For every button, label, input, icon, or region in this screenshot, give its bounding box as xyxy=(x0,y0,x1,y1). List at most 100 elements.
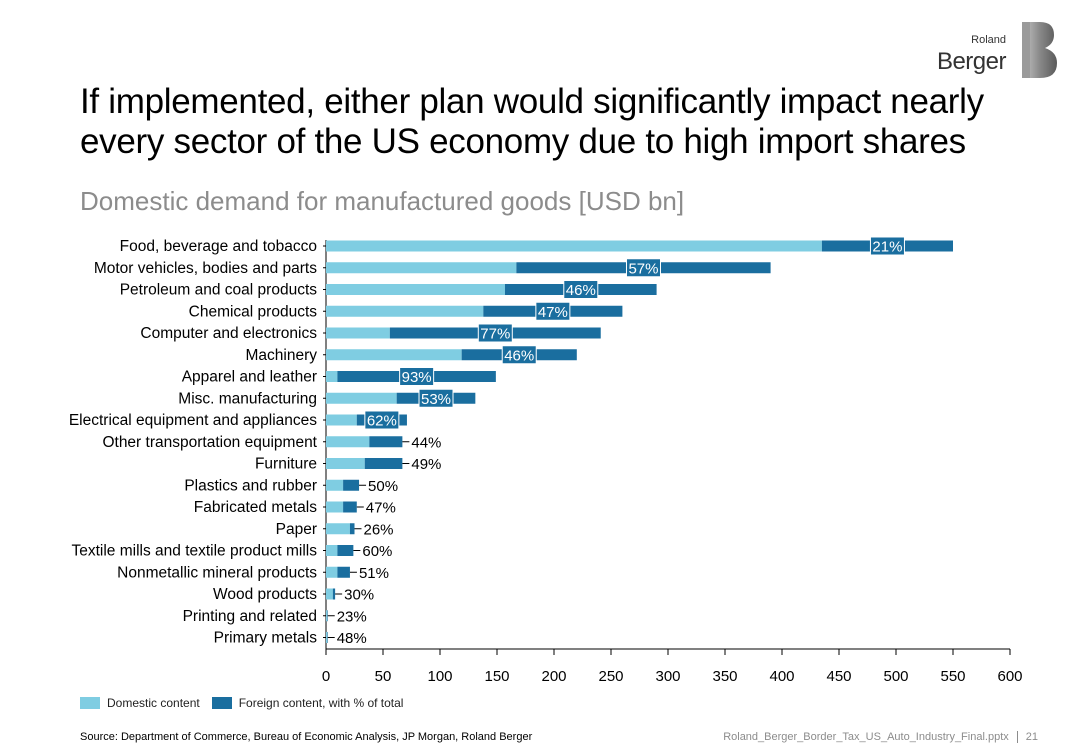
x-tick-label: 550 xyxy=(940,668,965,685)
bar-domestic xyxy=(326,262,517,274)
logo-text-small: Roland xyxy=(971,34,1006,46)
category-label: Plastics and rubber xyxy=(184,477,317,494)
category-label: Wood products xyxy=(213,586,317,603)
share-label: 21% xyxy=(872,239,902,256)
category-label: Motor vehicles, bodies and parts xyxy=(94,260,317,277)
legend-item-foreign: Foreign content, with % of total xyxy=(211,696,404,710)
bar-foreign xyxy=(343,479,360,491)
legend-item-domestic: Domestic content xyxy=(80,696,200,710)
share-label: 77% xyxy=(480,326,510,343)
share-label: 60% xyxy=(362,543,392,560)
category-label: Furniture xyxy=(255,456,317,473)
x-tick-label: 400 xyxy=(769,668,794,685)
share-label: 49% xyxy=(411,456,441,473)
page-number: 21 xyxy=(1025,731,1038,743)
share-label: 30% xyxy=(344,587,374,604)
x-tick-label: 450 xyxy=(826,668,851,685)
share-label: 26% xyxy=(364,521,394,538)
category-label: Food, beverage and tobacco xyxy=(120,238,317,255)
x-tick-label: 600 xyxy=(997,668,1022,685)
share-label: 47% xyxy=(366,500,396,517)
chart-title: Domestic demand for manufactured goods [… xyxy=(80,186,685,216)
roland-berger-logo: Roland Berger xyxy=(937,18,1058,78)
page-title: If implemented, either plan would signif… xyxy=(80,82,984,162)
logo-text-big: Berger xyxy=(936,48,1007,75)
category-label: Misc. manufacturing xyxy=(178,390,317,407)
x-tick-label: 100 xyxy=(427,668,452,685)
bar-domestic xyxy=(326,305,484,317)
share-label-box xyxy=(501,345,537,365)
share-label: 46% xyxy=(566,282,596,299)
logo-b-icon xyxy=(1022,22,1057,78)
bar-foreign xyxy=(349,523,355,535)
share-label-box xyxy=(535,301,571,321)
legend-swatch-foreign xyxy=(211,697,232,709)
legend-label-domestic: Domestic content xyxy=(107,696,200,710)
bar-domestic xyxy=(326,523,350,535)
share-label-box xyxy=(869,236,905,256)
x-tick-label: 0 xyxy=(322,668,330,685)
category-label: Printing and related xyxy=(183,608,317,625)
x-tick-label: 150 xyxy=(484,668,509,685)
bar-domestic xyxy=(326,501,344,513)
share-label-box xyxy=(625,258,661,278)
share-label-box xyxy=(563,280,599,299)
legend-label-foreign: Foreign content, with % of total xyxy=(238,696,404,710)
x-tick-label: 200 xyxy=(541,668,566,685)
share-label: 50% xyxy=(368,478,398,495)
bar-foreign xyxy=(327,610,328,622)
category-label: Petroleum and coal products xyxy=(120,282,318,299)
share-label: 46% xyxy=(504,347,534,364)
bar-foreign xyxy=(369,436,403,448)
bar-foreign xyxy=(327,632,328,643)
share-label-box xyxy=(477,323,513,343)
share-label: 62% xyxy=(367,413,397,430)
bar-domestic xyxy=(326,414,357,426)
share-label: 48% xyxy=(337,630,367,647)
bar-domestic xyxy=(326,632,328,643)
x-tick-label: 350 xyxy=(712,668,737,685)
bar-domestic xyxy=(326,566,338,578)
bar-domestic xyxy=(326,371,338,382)
category-label: Nonmetallic mineral products xyxy=(117,564,317,581)
file-name: Roland_Berger_Border_Tax_US_Auto_Industr… xyxy=(723,731,1009,743)
bar-foreign xyxy=(332,588,336,600)
x-tick-label: 50 xyxy=(375,668,392,685)
bar-foreign xyxy=(337,545,354,556)
category-label: Fabricated metals xyxy=(194,499,317,516)
bar-foreign xyxy=(337,566,350,578)
share-label-box xyxy=(364,410,400,430)
share-label: 47% xyxy=(538,304,568,321)
category-label: Textile mills and textile product mills xyxy=(71,543,317,560)
legend: Domestic content Foreign content, with %… xyxy=(80,696,415,710)
share-label: 44% xyxy=(411,434,441,451)
share-label-box xyxy=(399,367,435,386)
bar-domestic xyxy=(326,240,822,252)
bar-foreign xyxy=(343,501,357,513)
category-label: Primary metals xyxy=(214,630,318,647)
legend-swatch-domestic xyxy=(80,697,100,709)
bar-domestic xyxy=(326,349,462,361)
category-label: Computer and electronics xyxy=(140,325,317,342)
x-tick-label: 500 xyxy=(883,668,908,685)
bar-domestic xyxy=(326,479,344,491)
category-label: Chemical products xyxy=(189,303,318,320)
share-label: 53% xyxy=(421,391,451,408)
bar-foreign xyxy=(364,458,403,469)
category-label: Apparel and leather xyxy=(182,369,317,386)
bar-domestic xyxy=(326,458,365,469)
category-label: Electrical equipment and appliances xyxy=(69,412,317,429)
category-label: Machinery xyxy=(246,347,318,364)
bar-domestic xyxy=(326,610,328,622)
bar-chart: 0 50 100 150 200 250 300 350 400 450 500 550 600 Food… xyxy=(69,236,1023,685)
title-line-1: If implemented, either plan would signif… xyxy=(80,82,984,121)
footer-right: Roland_Berger_Border_Tax_US_Auto_Industr… xyxy=(723,731,1038,743)
source-note: Source: Department of Commerce, Bureau o… xyxy=(80,731,533,743)
title-line-2: every sector of the US economy due to hi… xyxy=(80,122,966,161)
bar-domestic xyxy=(326,436,370,448)
bar-domestic xyxy=(326,284,505,295)
x-tick-label: 300 xyxy=(655,668,680,685)
category-label: Paper xyxy=(276,521,317,538)
footer-separator xyxy=(1016,731,1018,743)
x-tick-label: 250 xyxy=(598,668,623,685)
